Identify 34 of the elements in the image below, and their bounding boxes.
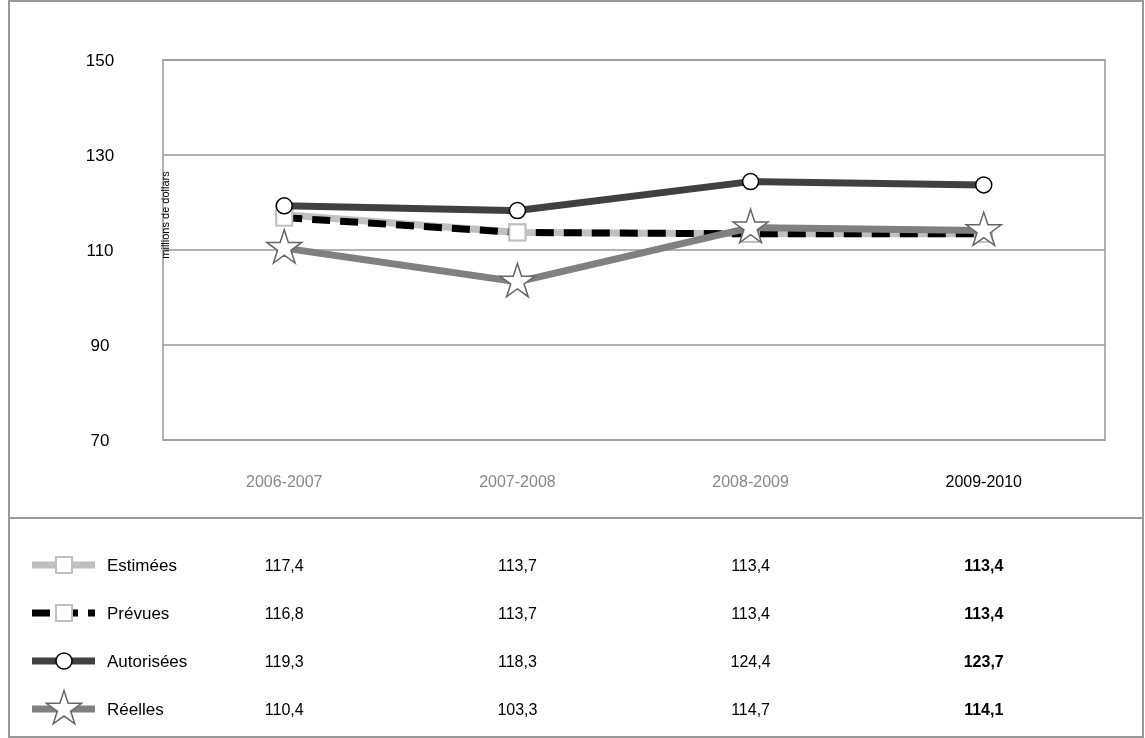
x-tick-label: 2008-2009	[712, 473, 789, 490]
data-label: 113,4	[731, 605, 771, 622]
x-tick-label: 2006-2007	[245, 473, 323, 490]
data-label: 124,4	[730, 653, 771, 670]
data-label: 113,7	[497, 557, 537, 574]
legend-label: Estimées	[107, 556, 177, 575]
legend-label: Réelles	[107, 700, 164, 719]
point	[499, 262, 536, 298]
data-label: 113,4	[964, 557, 1004, 574]
x-tick-label: 2009-2010	[945, 473, 1023, 490]
data-label: 103,3	[497, 701, 538, 718]
data-label: 113,4	[964, 605, 1004, 622]
point	[965, 211, 1002, 247]
data-label: 113,7	[497, 605, 537, 622]
point	[266, 228, 303, 264]
data-label: 114,7	[731, 701, 771, 718]
data-label: 123,7	[963, 653, 1004, 670]
data-label: 110,4	[264, 701, 304, 718]
y-tick-label: 70	[90, 431, 110, 450]
y-tick-label: 150	[85, 51, 115, 70]
data-label: 113,4	[731, 557, 771, 574]
data-label: 116,8	[264, 605, 304, 622]
legend-label: Autorisées	[107, 652, 188, 671]
y-tick-label: 110	[86, 241, 114, 260]
x-tick-label: 2007-2008	[479, 473, 556, 490]
legend-label: Prévues	[107, 604, 170, 623]
point	[732, 208, 769, 244]
y-axis-title: millions de dollars	[159, 170, 171, 259]
y-tick-label: 130	[85, 146, 115, 165]
data-label: 117,4	[264, 557, 304, 574]
data-label: 114,1	[964, 701, 1004, 718]
data-label: 118,3	[497, 653, 537, 670]
data-label: 119,3	[264, 653, 304, 670]
y-tick-label: 90	[90, 336, 110, 355]
